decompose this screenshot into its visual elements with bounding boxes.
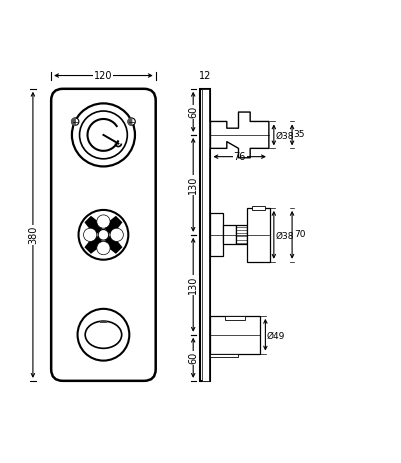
Wedge shape <box>71 118 75 125</box>
Bar <box>211 354 238 357</box>
Circle shape <box>98 230 109 240</box>
Text: 12: 12 <box>199 70 212 81</box>
Circle shape <box>72 103 135 166</box>
Text: 76: 76 <box>233 152 246 162</box>
Text: 120: 120 <box>94 70 113 81</box>
Text: 60: 60 <box>188 106 198 118</box>
Bar <box>225 316 245 319</box>
Text: Ø49: Ø49 <box>267 332 285 341</box>
Polygon shape <box>85 217 103 235</box>
Bar <box>211 213 223 257</box>
Circle shape <box>83 228 97 242</box>
Text: 130: 130 <box>188 275 198 294</box>
Polygon shape <box>103 217 122 235</box>
Bar <box>252 206 265 210</box>
FancyBboxPatch shape <box>51 89 156 381</box>
Circle shape <box>110 228 124 242</box>
Bar <box>236 225 247 244</box>
Polygon shape <box>85 235 103 253</box>
Circle shape <box>97 215 110 228</box>
Bar <box>223 225 236 244</box>
Ellipse shape <box>85 321 122 348</box>
Circle shape <box>77 309 129 361</box>
Text: Ø38: Ø38 <box>275 132 294 141</box>
Bar <box>202 89 209 381</box>
Circle shape <box>97 242 110 255</box>
Text: Ø38: Ø38 <box>275 232 294 241</box>
Bar <box>100 321 107 323</box>
Circle shape <box>79 210 128 260</box>
Polygon shape <box>103 235 122 253</box>
Text: 380: 380 <box>28 225 38 244</box>
Circle shape <box>79 111 128 159</box>
Circle shape <box>71 118 79 125</box>
Bar <box>211 316 260 354</box>
Bar <box>200 89 211 381</box>
Text: 70: 70 <box>294 230 305 239</box>
Polygon shape <box>211 112 269 158</box>
Text: 35: 35 <box>294 131 305 139</box>
Wedge shape <box>128 118 132 125</box>
Text: 60: 60 <box>188 352 198 364</box>
Bar <box>247 208 270 262</box>
Circle shape <box>128 118 135 125</box>
Text: 130: 130 <box>188 175 198 194</box>
